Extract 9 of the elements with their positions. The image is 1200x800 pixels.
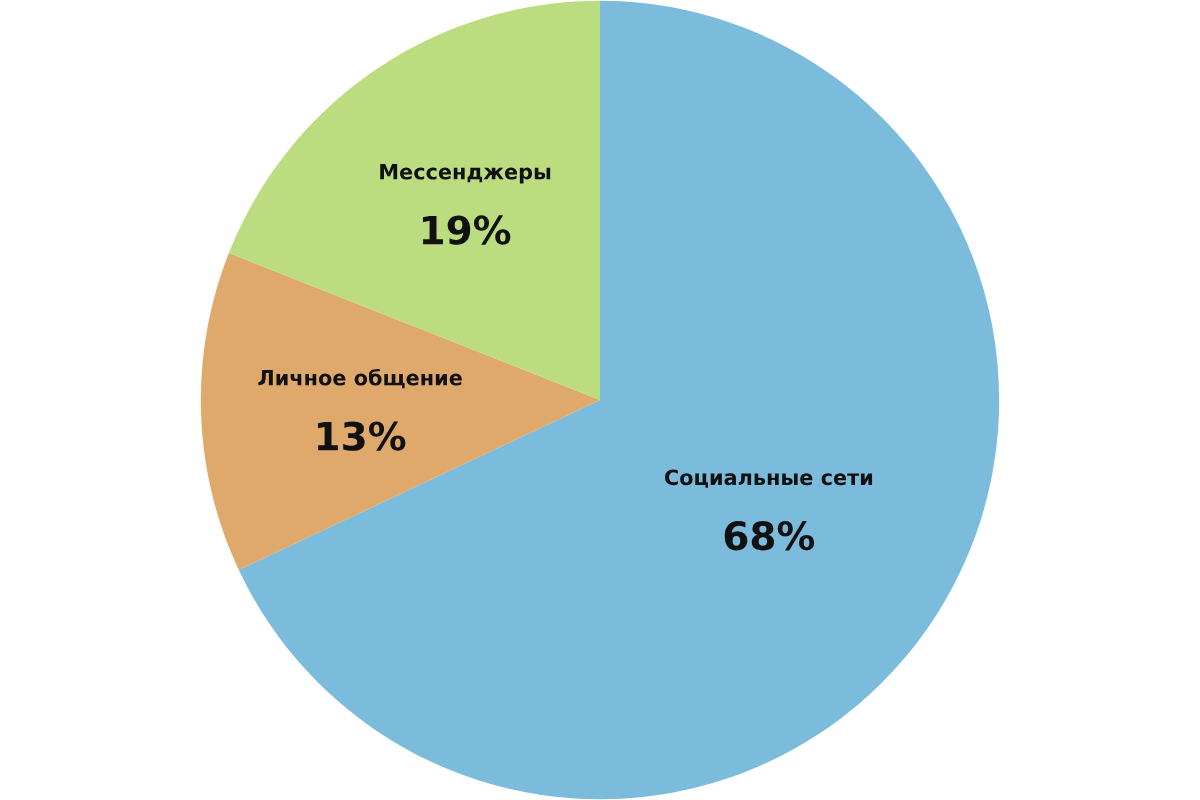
slice-label: Личное общение [258,368,462,389]
pie-slice [200,253,600,570]
pie-slice [238,0,1000,800]
slice-label: Социальные сети [664,469,873,488]
data-label: 68% [724,521,815,551]
pie-slice [228,0,600,400]
data-label: 19% [422,215,511,245]
slice-label: Мессенджеры [380,164,551,184]
data-label: 13% [317,421,406,451]
